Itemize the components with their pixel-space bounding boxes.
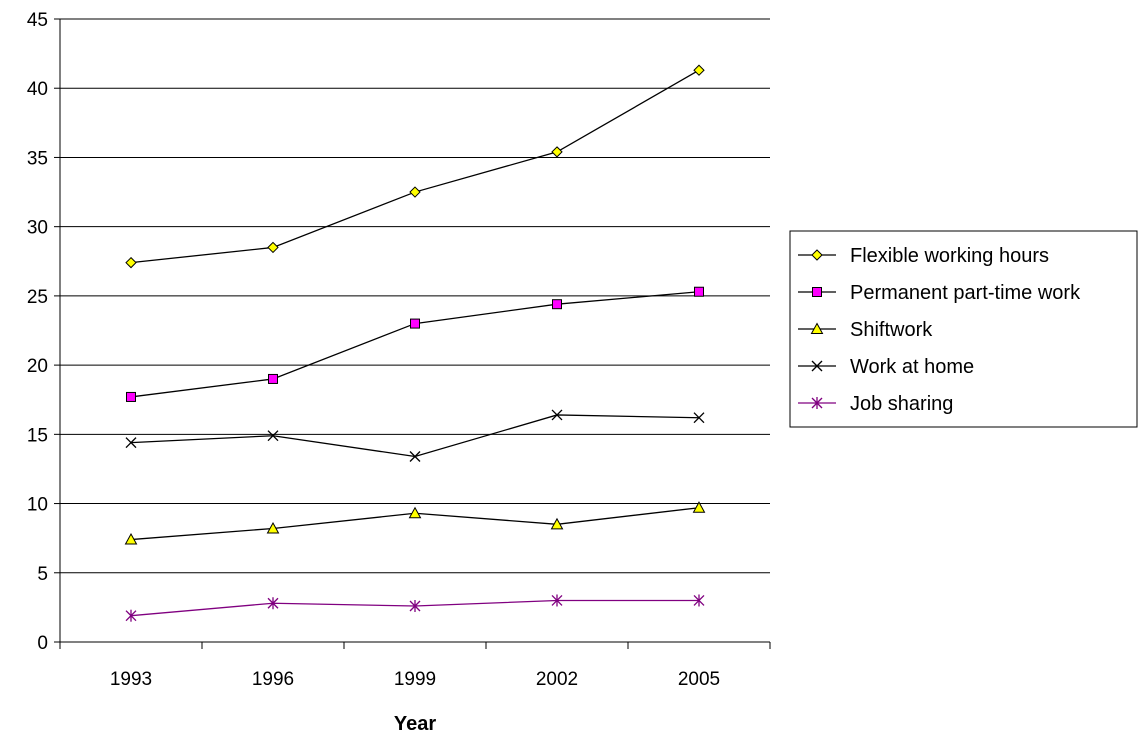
data-point-flexible-working-hours bbox=[125, 256, 137, 269]
y-tick-label: 45 bbox=[27, 10, 48, 31]
series-line-work-at-home bbox=[130, 414, 700, 458]
legend-item-flexible-working-hours: Flexible working hours bbox=[798, 245, 1049, 267]
data-point-shiftwork bbox=[266, 521, 280, 534]
data-point-work-at-home bbox=[693, 412, 705, 424]
x-marker-stroke bbox=[551, 409, 563, 421]
x-marker-stroke bbox=[409, 451, 421, 462]
data-point-permanent-part-time-work bbox=[126, 391, 136, 402]
series-shiftwork bbox=[124, 501, 706, 545]
data-point-job-sharing bbox=[125, 609, 137, 622]
x-tick-label: 1996 bbox=[252, 669, 294, 690]
x-axis-title: Year bbox=[394, 713, 436, 735]
x-marker-stroke bbox=[267, 430, 279, 442]
data-point-shiftwork bbox=[124, 533, 138, 545]
x-marker-stroke bbox=[693, 412, 705, 424]
x-marker-stroke bbox=[125, 437, 137, 449]
x-tick-label: 1999 bbox=[394, 669, 436, 690]
data-point-shiftwork bbox=[692, 501, 706, 513]
y-tick-label: 5 bbox=[37, 564, 48, 585]
legend-marker bbox=[811, 360, 823, 372]
legend-box bbox=[789, 230, 1138, 428]
legend-item-shiftwork: Shiftwork bbox=[798, 319, 933, 341]
legend: Flexible working hours Permanent part-tim… bbox=[789, 230, 1138, 428]
series-work-at-home bbox=[125, 409, 705, 462]
legend-marker bbox=[812, 287, 822, 297]
data-point-flexible-working-hours bbox=[409, 186, 421, 198]
data-point-job-sharing bbox=[693, 594, 705, 607]
legend-item-permanent-part-time-work: Permanent part-time work bbox=[798, 282, 1081, 304]
y-tick-label: 10 bbox=[27, 495, 48, 516]
series-permanent-part-time-work bbox=[126, 286, 704, 402]
legend-marker bbox=[811, 249, 823, 261]
data-point-permanent-part-time-work bbox=[552, 299, 562, 310]
legend-item-work-at-home: Work at home bbox=[798, 356, 974, 378]
legend-label: Job sharing bbox=[850, 393, 953, 415]
data-point-flexible-working-hours bbox=[693, 64, 705, 76]
y-tick-label: 35 bbox=[27, 148, 48, 169]
data-point-job-sharing bbox=[551, 594, 563, 607]
x-tick-label: 1993 bbox=[110, 669, 152, 690]
axes: 0 5 10 15 20 25 30 35 40 45 1993 1996 1999 2002 2005 bbox=[27, 10, 771, 690]
x-marker-stroke bbox=[811, 360, 823, 372]
legend-marker bbox=[811, 397, 823, 409]
data-point-shiftwork bbox=[408, 506, 422, 519]
series-job-sharing bbox=[125, 594, 705, 622]
x-tick-label: 2002 bbox=[536, 669, 578, 690]
legend-label: Permanent part-time work bbox=[850, 282, 1081, 304]
data-point-work-at-home bbox=[267, 430, 279, 442]
series-flexible-working-hours bbox=[125, 64, 705, 269]
series-line-permanent-part-time-work bbox=[130, 291, 700, 398]
data-point-work-at-home bbox=[125, 437, 137, 449]
x-tick-label: 2005 bbox=[678, 669, 720, 690]
data-point-flexible-working-hours bbox=[551, 146, 563, 158]
legend-marker bbox=[810, 322, 824, 334]
data-point-permanent-part-time-work bbox=[268, 373, 278, 384]
data-point-work-at-home bbox=[551, 409, 563, 421]
data-point-flexible-working-hours bbox=[267, 241, 279, 254]
series-line-flexible-working-hours bbox=[130, 69, 700, 264]
y-tick-label: 20 bbox=[27, 356, 48, 377]
data-point-work-at-home bbox=[409, 451, 421, 462]
y-tick-label: 30 bbox=[27, 218, 48, 239]
data-point-shiftwork bbox=[550, 517, 564, 530]
legend-item-job-sharing: Job sharing bbox=[798, 393, 953, 415]
series-lines bbox=[124, 64, 706, 622]
y-tick-label: 40 bbox=[27, 79, 48, 100]
gridlines bbox=[60, 18, 770, 574]
y-tick-label: 15 bbox=[27, 425, 48, 446]
y-tick-label: 25 bbox=[27, 287, 48, 308]
data-point-job-sharing bbox=[409, 600, 421, 613]
data-point-permanent-part-time-work bbox=[694, 286, 704, 297]
data-point-job-sharing bbox=[267, 597, 279, 610]
legend-label: Shiftwork bbox=[850, 319, 933, 341]
legend-label: Work at home bbox=[850, 356, 974, 378]
data-point-permanent-part-time-work bbox=[410, 318, 420, 329]
legend-label: Flexible working hours bbox=[850, 245, 1049, 267]
y-tick-label: 0 bbox=[37, 633, 48, 654]
